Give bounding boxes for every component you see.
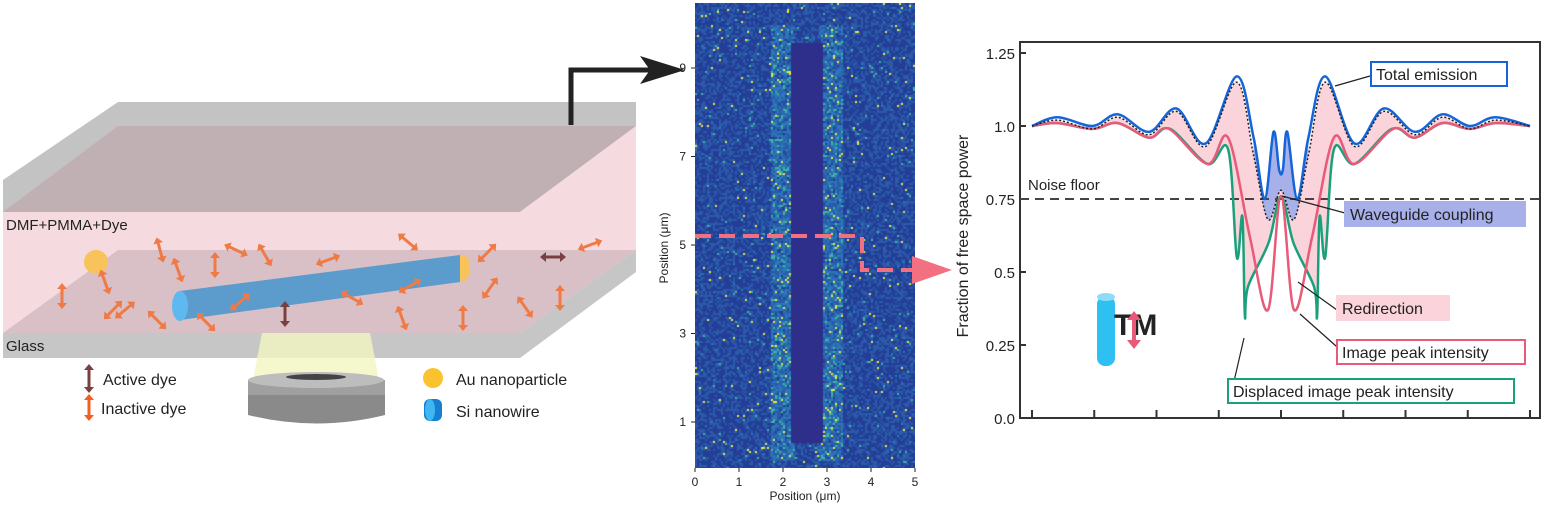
inactive-dye-icon-head (84, 394, 94, 400)
legend-au: Au nanoparticle (456, 372, 567, 389)
image-ytick: 9 (679, 61, 686, 75)
polarization-arrow-head (1127, 340, 1141, 349)
inactive-dye (115, 301, 135, 319)
annotation-label: Total emission (1376, 67, 1477, 84)
inactive-dye (516, 296, 534, 318)
chart-ytick: 1.25 (986, 46, 1015, 63)
inactive-dye (210, 252, 220, 278)
top-glass-inner (3, 126, 636, 212)
image-xtick: 3 (824, 475, 831, 489)
inactive-dye (170, 257, 186, 283)
inactive-dye (196, 312, 216, 332)
inactive-dye (103, 300, 123, 320)
image-xlabel: Position (μm) (770, 489, 841, 503)
inactive-dye (481, 277, 499, 299)
inactive-dye (398, 278, 422, 294)
annotation-box (1336, 339, 1526, 365)
au-nanoparticle (84, 250, 108, 274)
si-nanowire-end (172, 291, 188, 321)
series-waveguide-coupling (1031, 81, 1531, 221)
chart-plot: 0.0 0.25 0.5 0.75 1.0 1.25 (986, 41, 1541, 428)
legend-active-dye: Active dye (103, 372, 177, 389)
inactive-dye (257, 243, 273, 267)
annotation-label: Waveguide coupling (1350, 207, 1494, 224)
image-xtick: 2 (780, 475, 787, 489)
noise-floor-label: Noise floor (1028, 177, 1100, 194)
inactive-dye (153, 237, 167, 263)
arrow-to-image (568, 67, 650, 125)
fluorescence-image (695, 3, 915, 468)
image-ytick: 3 (679, 327, 686, 341)
inactive-dye (57, 283, 67, 309)
inactive-dye (97, 269, 113, 295)
image-xtick: 5 (912, 475, 919, 489)
annotation-box (1227, 378, 1515, 404)
active-dye-icon-head (84, 364, 94, 370)
inactive-dye (315, 252, 341, 268)
objective-aperture (286, 374, 346, 380)
arrow-head-icon (640, 56, 685, 84)
inactive-dye-icon-head (84, 415, 94, 421)
series-total-emission (1031, 75, 1531, 201)
inactive-dye (230, 293, 250, 311)
inactive-dye (477, 243, 497, 263)
annotation-label: Displaced image peak intensity (1233, 384, 1454, 401)
active-dye (540, 252, 566, 262)
chart-annotations: Total emission Waveguide coupling Redirect… (1227, 61, 1526, 404)
chart-ytick: 0.0 (994, 411, 1015, 428)
tm-nanowire-icon (1097, 296, 1115, 366)
image-xtick: 0 (692, 475, 699, 489)
series-image-peak-intensity (1031, 121, 1531, 312)
polarization-arrow-head (1127, 311, 1141, 320)
inactive-dye (577, 237, 603, 253)
legend-si: Si nanowire (456, 404, 540, 421)
active-dye (280, 301, 290, 327)
annotation-label: Image peak intensity (1342, 345, 1489, 362)
annotation-box (1336, 295, 1450, 321)
legend-inactive-dye: Inactive dye (101, 401, 186, 418)
inactive-dye (340, 290, 364, 306)
inactive-dye (458, 305, 468, 331)
tm-nanowire-icon-top (1097, 293, 1115, 301)
image-xtick: 4 (868, 475, 875, 489)
objective-body (248, 395, 385, 424)
glass-label: Glass (6, 338, 44, 355)
sample-schematic: DMF+PMMA+Dye Glass (3, 56, 685, 424)
image-ylabel: Position (μm) (657, 213, 671, 284)
chart-ytick: 0.5 (994, 265, 1015, 282)
chart-ylabel: Fraction of free space power (955, 134, 972, 337)
chart-ytick: 0.75 (986, 192, 1015, 209)
active-dye-icon-head (84, 387, 94, 393)
inactive-dye (555, 285, 565, 311)
emission-chart: 0.0 0.25 0.5 0.75 1.0 1.25 Fraction of free s… (955, 41, 1541, 428)
image-ticks: 0 1 2 3 4 5 1 3 5 7 9 (679, 61, 918, 489)
au-nanoparticle-icon (423, 368, 443, 388)
annotation-box (1344, 201, 1526, 227)
excitation-light (252, 333, 380, 385)
inactive-dye (398, 233, 418, 251)
inactive-dye (147, 310, 167, 330)
annotation-label: Redirection (1342, 301, 1423, 318)
inactive-dye (394, 305, 410, 331)
chart-ytick: 1.0 (994, 119, 1015, 136)
inactive-dye (224, 242, 248, 258)
image-xtick: 1 (736, 475, 743, 489)
image-ytick: 5 (679, 238, 686, 252)
medium-label: DMF+PMMA+Dye (6, 217, 128, 234)
si-nanowire-icon-end (425, 399, 435, 421)
image-ytick: 7 (679, 150, 686, 164)
chart-ytick: 0.25 (986, 338, 1015, 355)
schematic-legend: Active dye Inactive dye Au nanoparticle … (84, 364, 567, 421)
image-ytick: 1 (679, 415, 686, 429)
annotation-box (1370, 61, 1508, 87)
si-nanowire (180, 255, 460, 320)
dye-molecules (57, 233, 603, 332)
